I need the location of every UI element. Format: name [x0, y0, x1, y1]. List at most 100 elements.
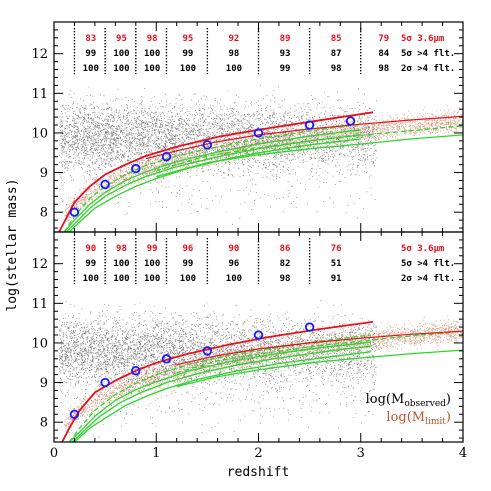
table-value: 100 — [180, 274, 196, 284]
table-value: 96 — [229, 259, 240, 269]
table-value: 92 — [229, 34, 240, 44]
median-circle-6 — [304, 322, 315, 332]
legend-limit: log(Mlimit) — [386, 410, 451, 427]
table-value: 95 — [183, 34, 194, 44]
table-value: 99 — [183, 259, 194, 269]
table-value: 98 — [280, 274, 291, 284]
y-tick-label: 8 — [40, 206, 48, 221]
green-line-0 — [63, 123, 361, 232]
table-value: 84 — [378, 49, 389, 59]
red-line-secondary — [176, 330, 463, 366]
table-row-label: 2σ >4 flt. — [401, 274, 455, 284]
median-circle-4 — [202, 346, 213, 356]
green-line-2 — [71, 345, 372, 442]
median-circle-3 — [161, 354, 172, 364]
x-tick-label: 3 — [357, 446, 365, 461]
table-value: 93 — [280, 49, 291, 59]
table-value: 100 — [144, 64, 160, 74]
table-value: 82 — [280, 259, 291, 269]
x-tick-label: 1 — [152, 446, 160, 461]
table-value: 100 — [83, 64, 99, 74]
table-value: 100 — [144, 274, 160, 284]
median-circle-7 — [345, 116, 356, 126]
y-tick-label: 10 — [31, 126, 48, 141]
table-value: 99 — [85, 49, 96, 59]
y-axis-label: log(stellar mass) — [5, 178, 20, 311]
table-value: 98 — [116, 244, 127, 254]
median-circle-1 — [100, 179, 110, 190]
table-value: 95 — [116, 34, 127, 44]
median-circle-2 — [131, 163, 141, 174]
table-value: 87 — [331, 49, 342, 59]
table-value: 100 — [226, 64, 242, 74]
median-circle-4 — [202, 140, 213, 150]
legend: log(Mobserved)log(Mlimit) — [366, 392, 451, 427]
table-row-label: 2σ >4 flt. — [401, 64, 455, 74]
table-value: 100 — [180, 64, 196, 74]
median-circle-6 — [304, 120, 315, 130]
green-line-5 — [156, 134, 463, 178]
green-line-1 — [63, 129, 361, 232]
green-line-4 — [156, 125, 463, 172]
x-axis-label: redshift — [227, 465, 290, 480]
table-value: 79 — [378, 34, 389, 44]
table-value: 91 — [331, 274, 342, 284]
median-circle-0 — [69, 409, 80, 419]
y-tick-label: 8 — [40, 416, 48, 431]
table-row-label: 5σ >4 flt. — [401, 259, 455, 269]
y-tick-label: 12 — [31, 47, 48, 62]
green-line-1 — [68, 341, 372, 442]
y-tick-label: 9 — [40, 376, 48, 391]
table-value: 98 — [378, 64, 389, 74]
table-value: 98 — [147, 34, 158, 44]
table-value: 100 — [144, 49, 160, 59]
x-tick-label: 0 — [50, 446, 58, 461]
green-line-3 — [68, 138, 361, 232]
table-value: 100 — [113, 259, 129, 269]
table-value: 90 — [85, 244, 96, 254]
table-value: 98 — [331, 64, 342, 74]
table-value: 99 — [183, 49, 194, 59]
median-circle-1 — [100, 377, 110, 388]
y-tick-label: 11 — [31, 297, 48, 312]
table-value: 99 — [280, 64, 291, 74]
red-line — [58, 111, 374, 232]
table-value: 85 — [331, 34, 342, 44]
x-tick-label: 4 — [459, 446, 467, 461]
table-value: 96 — [183, 244, 194, 254]
table-value: 100 — [113, 274, 129, 284]
plot-area — [58, 85, 463, 232]
y-tick-label: 11 — [31, 87, 48, 102]
x-tick-label: 2 — [254, 446, 262, 461]
green-line-5 — [176, 349, 463, 388]
y-tick-label: 10 — [31, 336, 48, 351]
median-circle-2 — [131, 365, 141, 376]
table-value: 100 — [83, 274, 99, 284]
red-line-secondary — [145, 115, 463, 160]
green-line-3 — [74, 351, 372, 442]
median-circle-5 — [253, 330, 264, 340]
table-value: 100 — [226, 274, 242, 284]
y-tick-label: 9 — [40, 166, 48, 181]
table-value: 100 — [144, 259, 160, 269]
plot-area — [59, 300, 463, 442]
table-value: 86 — [280, 244, 291, 254]
observed-points — [59, 300, 377, 441]
table-value: 90 — [229, 244, 240, 254]
table-value: 99 — [85, 259, 96, 269]
table-value: 100 — [113, 49, 129, 59]
table-value: 98 — [229, 49, 240, 59]
table-value: 76 — [331, 244, 342, 254]
green-line-4 — [176, 330, 463, 374]
table-value: 83 — [85, 34, 96, 44]
table-value: 99 — [147, 244, 158, 254]
table-value: 89 — [280, 34, 291, 44]
legend-observed: log(Mobserved) — [366, 392, 451, 409]
table-value: 100 — [113, 64, 129, 74]
table-row-label: 5σ >4 flt. — [401, 49, 455, 59]
table-value: 51 — [331, 259, 342, 269]
table-row-label: 5σ 3.6μm — [401, 34, 445, 44]
